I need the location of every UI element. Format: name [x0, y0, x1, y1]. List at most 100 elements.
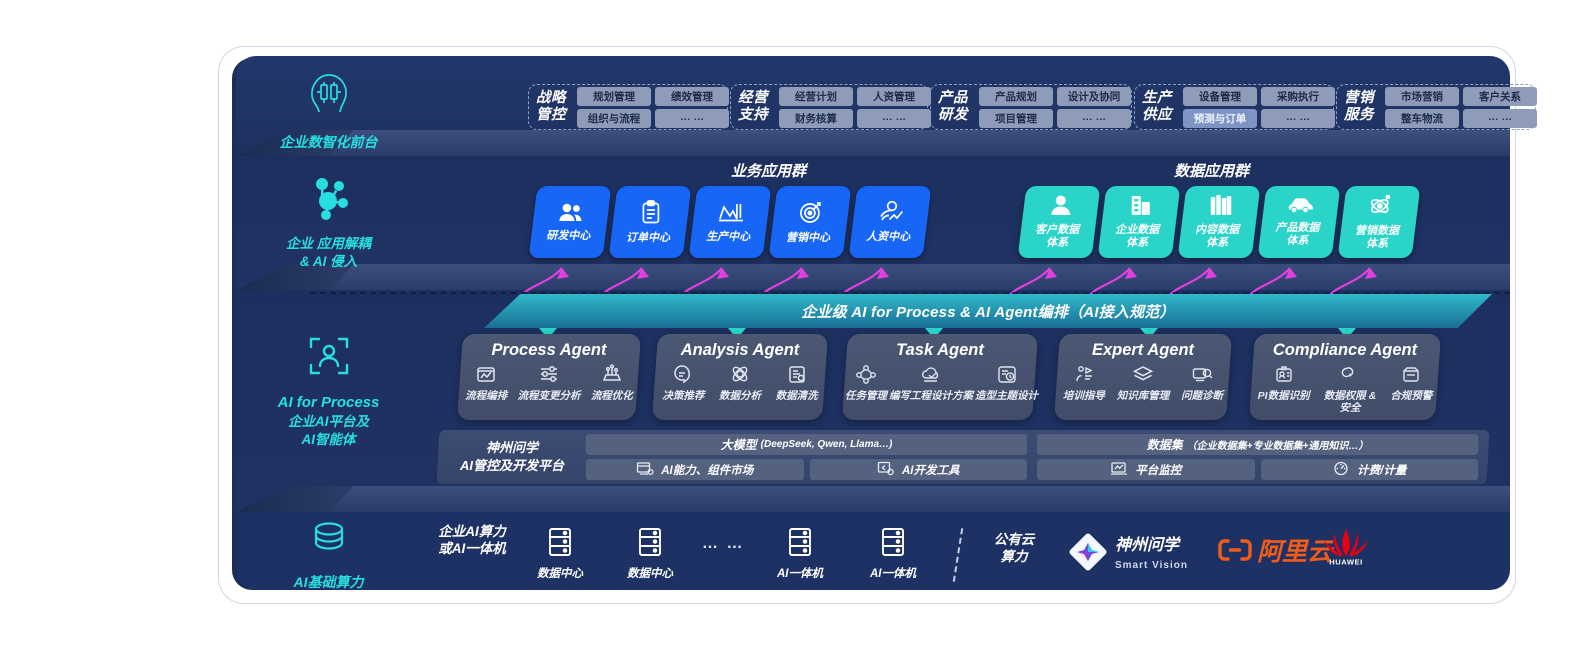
domain-cell[interactable]: 人资管理 [857, 86, 931, 106]
layer-divider-shelf-1 [330, 130, 1510, 156]
app-card-hr-center[interactable]: 人资中心 [848, 186, 932, 258]
agent-capability[interactable]: 流程编排 [465, 364, 507, 403]
dataset-sublabel: （企业数据集+专业数据集+通用知识…） [1186, 441, 1369, 452]
data-card-content[interactable]: 内容数据 体系 [1177, 186, 1261, 258]
agent-capability[interactable]: 问题诊断 [1181, 364, 1223, 403]
task-network-icon [855, 364, 877, 389]
app-card-production-center[interactable]: 生产中心 [688, 186, 772, 258]
ai-market-cell[interactable]: AI能力、组件市场 [586, 459, 804, 480]
domain-cell[interactable]: 规划管理 [577, 86, 651, 106]
infra-item-ai-appliance-2[interactable]: AI一体机 [858, 526, 928, 581]
domain-group-marketing[interactable]: 营销 服务 市场营销 客户关系 整车物流 … … [1336, 84, 1537, 130]
agent-capability[interactable]: 数据分析 [719, 364, 761, 403]
llm-bar[interactable]: 大模型 (DeepSeek, Qwen, Llama…) [586, 434, 1027, 455]
agent-capability[interactable]: PI数据识别 [1258, 364, 1310, 415]
data-card-marketing[interactable]: 营销数据 体系 [1337, 186, 1421, 258]
agent-card-compliance[interactable]: Compliance Agent PI数据识别 数据权限 & 安全 合规预警 [1248, 334, 1442, 420]
app-card-marketing-center[interactable]: 营销中心 [768, 186, 852, 258]
domain-cell[interactable]: 绩效管理 [655, 86, 729, 106]
data-card-label-1: 企业数据 [1115, 224, 1160, 237]
flow-chart-icon [475, 364, 497, 389]
app-card-order-center[interactable]: 订单中心 [608, 186, 692, 258]
vendor-logo-huawei[interactable]: HUAWEI [1312, 526, 1380, 571]
platform-row[interactable]: 神州问学 AI管控及开发平台 大模型 (DeepSeek, Qwen, Llam… [436, 430, 1490, 484]
llm-label: 大模型 [720, 438, 757, 452]
domain-cell[interactable]: 市场营销 [1385, 86, 1459, 106]
data-card-product[interactable]: 产品数据 体系 [1257, 186, 1341, 258]
decision-icon [672, 364, 694, 389]
agent-capability-label: 数据分析 [718, 390, 761, 402]
ai-orchestration-label: 企业级 AI for Process & AI Agent编排（AI接入规范） [801, 303, 1175, 321]
domain-group-product-rd[interactable]: 产品 研发 产品规划 设计及协同 项目管理 … … [930, 84, 1132, 130]
public-cloud-label-1: 公有云 [993, 532, 1035, 547]
domain-cell[interactable]: … … [857, 108, 931, 128]
app-card-label: 人资中心 [866, 231, 911, 244]
app-card-rd-center[interactable]: 研发中心 [528, 186, 612, 258]
agent-title: Analysis Agent [680, 341, 800, 359]
ai-orchestration-bar[interactable]: 企业级 AI for Process & AI Agent编排（AI接入规范） [484, 294, 1492, 328]
dataset-bar[interactable]: 数据集 （企业数据集+专业数据集+通用知识…） [1037, 434, 1478, 455]
domain-cell[interactable]: 产品规划 [979, 86, 1053, 106]
agent-capability[interactable]: 流程优化 [591, 364, 633, 403]
rail-compute-text: AI基础算力 [293, 573, 364, 590]
domain-cell[interactable]: 项目管理 [979, 108, 1053, 128]
domain-cell-highlighted[interactable]: 预测与订单 [1183, 108, 1257, 128]
domain-group-manufacturing[interactable]: 生产 供应 设备管理 采购执行 预测与订单 … … [1134, 84, 1335, 130]
domain-cell[interactable]: … … [655, 108, 729, 128]
monitoring-cell[interactable]: 平台监控 [1037, 459, 1255, 480]
agent-capability[interactable]: 任务管理 [845, 364, 887, 403]
data-card-enterprise[interactable]: 企业数据 体系 [1097, 186, 1181, 258]
agent-card-task[interactable]: Task Agent 任务管理 编写工程设计方案 造型主题设计 [841, 334, 1039, 420]
agent-capability[interactable]: 流程变更分析 [517, 364, 580, 403]
rail-decouple-text-1: 企业 应用解耦 [286, 235, 371, 251]
domain-cell[interactable]: 设备管理 [1183, 86, 1257, 106]
agent-capability[interactable]: 数据权限 & 安全 [1321, 364, 1379, 415]
domain-group-strategy[interactable]: 战略 管控 规划管理 绩效管理 组织与流程 … … [528, 84, 729, 130]
data-card-label-1: 产品数据 [1275, 222, 1320, 235]
layer-separator-dashed [310, 292, 1510, 294]
agent-capability-label: 数据清洗 [775, 390, 818, 402]
business-group-title: 业务应用群 [731, 163, 807, 180]
domain-group-operations[interactable]: 经营 支持 经营计划 人资管理 财务核算 … … [730, 84, 931, 130]
agent-capability-label: 问题诊断 [1181, 390, 1224, 402]
agent-card-process[interactable]: Process Agent 流程编排 流程变更分析 流程优化 [456, 334, 642, 420]
domain-cell[interactable]: 设计及协同 [1057, 86, 1131, 106]
agent-capability[interactable]: 造型主题设计 [975, 364, 1038, 403]
ai-devtool-cell[interactable]: AI开发工具 [809, 459, 1027, 480]
agent-capability-label: 合规预警 [1390, 390, 1433, 402]
domain-cell[interactable]: 采购执行 [1261, 86, 1335, 106]
infra-item-enterprise-compute[interactable]: 企业AI算力 或AI一体机 [412, 524, 532, 558]
domain-cell[interactable]: 财务核算 [779, 108, 853, 128]
person-scan-icon [236, 334, 421, 385]
domain-cell[interactable]: 组织与流程 [577, 108, 651, 128]
vendor-logo-aliyun[interactable]: 阿里云 [1218, 538, 1332, 567]
data-card-customer[interactable]: 客户数据 体系 [1017, 186, 1101, 258]
agent-capability[interactable]: 知识库管理 [1117, 364, 1169, 403]
clipboard-icon [641, 199, 661, 229]
market-icon [636, 461, 654, 479]
domain-cell[interactable]: 整车物流 [1385, 108, 1459, 128]
vendor-logo-smartvision[interactable]: 神州问学 Smart Vision [1068, 532, 1188, 577]
domain-cell[interactable]: 客户关系 [1463, 86, 1537, 106]
agent-card-analysis[interactable]: Analysis Agent 决策推荐 数据分析 数据清洗 [651, 334, 829, 420]
agent-capability[interactable]: 数据清洗 [776, 364, 818, 403]
domain-cell[interactable]: … … [1057, 108, 1131, 128]
data-group-title: 数据应用群 [1174, 163, 1250, 180]
data-card-label-2: 体系 [1046, 237, 1069, 249]
agent-capability[interactable]: 培训指导 [1063, 364, 1105, 403]
sliders-icon [538, 364, 560, 389]
agent-card-expert[interactable]: Expert Agent 培训指导 知识库管理 问题诊断 [1053, 334, 1233, 420]
agent-capability-label: 决策推荐 [662, 390, 705, 402]
agent-capability[interactable]: 决策推荐 [662, 364, 704, 403]
billing-cell[interactable]: 计费/计量 [1260, 459, 1478, 480]
domain-title-4a: 生产 [1142, 90, 1172, 107]
infra-item-datacenter-2[interactable]: 数据中心 [615, 526, 685, 581]
agent-capability[interactable]: 合规预警 [1390, 364, 1432, 415]
agent-capability[interactable]: 编写工程设计方案 [889, 364, 973, 403]
domain-cell[interactable]: … … [1463, 108, 1537, 128]
infra-item-ai-appliance-1[interactable]: AI一体机 [765, 526, 835, 581]
svg-text:HUAWEI: HUAWEI [1329, 558, 1363, 567]
domain-cell[interactable]: … … [1261, 108, 1335, 128]
domain-cell[interactable]: 经营计划 [779, 86, 853, 106]
infra-item-datacenter-1[interactable]: 数据中心 [525, 526, 595, 581]
